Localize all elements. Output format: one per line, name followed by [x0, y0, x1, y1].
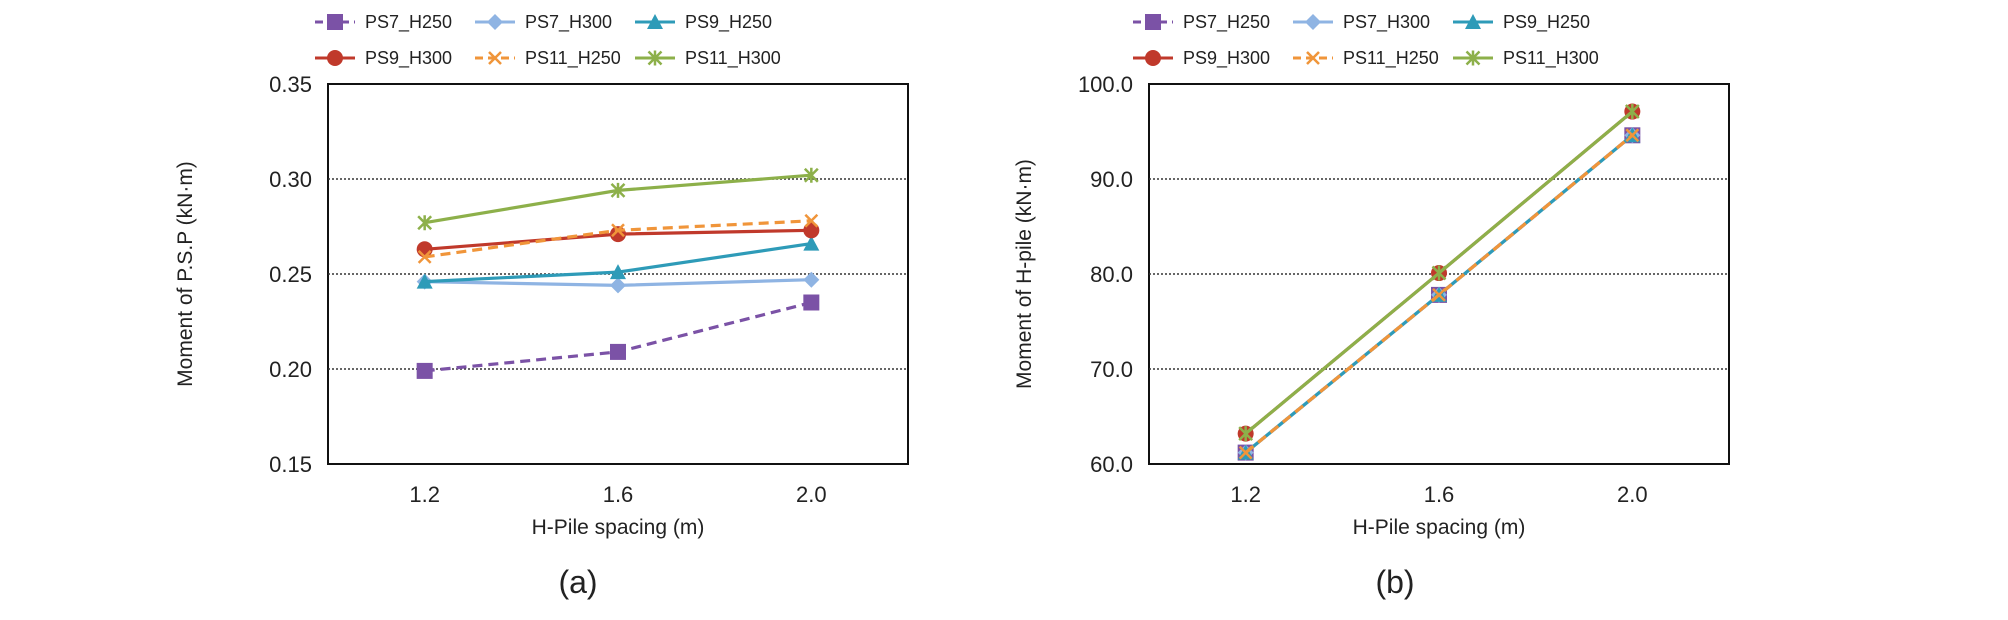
series-ps11-h250 — [417, 213, 819, 264]
y-axis-title: Moment of P.S.P (kN·m) — [174, 161, 197, 387]
data-point — [610, 182, 626, 198]
data-point — [803, 271, 820, 288]
series-ps7-h250 — [416, 294, 820, 379]
legend-marker — [488, 51, 502, 65]
data-point — [1238, 426, 1254, 442]
y-tick-label: 70.0 — [1090, 357, 1133, 382]
legend-marker — [327, 14, 343, 30]
legend-entry: PS7_H250 — [315, 12, 452, 33]
legend-marker — [487, 14, 503, 30]
y-tick-label: 0.20 — [269, 357, 312, 382]
legend: PS7_H250 PS7_H300 PS9_H250 PS9_H300 PS11_H25… — [315, 12, 781, 69]
legend-marker — [1306, 51, 1320, 65]
legend-entry: PS9_H250 — [1453, 12, 1590, 33]
x-tick-label: 1.6 — [1424, 482, 1455, 507]
x-tick-label: 1.2 — [409, 482, 440, 507]
data-point — [610, 277, 626, 294]
x-tick-label: 1.6 — [603, 482, 634, 507]
legend-label: PS7_H250 — [365, 12, 452, 33]
legend-label: PS11_H250 — [525, 48, 621, 69]
data-point — [1432, 288, 1446, 302]
x-tick-label: 2.0 — [796, 482, 827, 507]
legend: PS7_H250 PS7_H300 PS9_H250 PS9_H300 PS11_H25… — [1133, 12, 1599, 69]
legend-entry: PS9_H250 — [635, 12, 772, 33]
x-tick-label: 2.0 — [1617, 482, 1648, 507]
data-point — [610, 264, 626, 280]
data-point — [417, 215, 433, 231]
x-tick-label: 1.2 — [1230, 482, 1261, 507]
legend-label: PS7_H300 — [1343, 12, 1430, 33]
legend-marker — [1465, 50, 1481, 66]
y-tick-label: 0.15 — [269, 452, 312, 477]
legend-marker — [1145, 50, 1161, 66]
data-point — [416, 362, 433, 379]
legend-marker — [647, 14, 663, 29]
data-point — [1625, 128, 1640, 143]
data-point — [417, 250, 432, 264]
y-tick-label: 60.0 — [1090, 452, 1133, 477]
legend-entry: PS11_H300 — [1453, 48, 1599, 69]
y-tick-label: 90.0 — [1090, 167, 1133, 192]
y-tick-label: 0.30 — [269, 167, 312, 192]
x-axis-title: H-Pile spacing (m) — [532, 516, 705, 539]
y-tick-label: 80.0 — [1090, 262, 1133, 287]
legend-entry: PS7_H250 — [1133, 12, 1270, 33]
x-axis-title: H-Pile spacing (m) — [1353, 516, 1526, 539]
data-point — [803, 294, 820, 311]
y-tick-label: 0.35 — [269, 72, 312, 97]
data-point — [1238, 445, 1253, 460]
series-ps11-h300 — [1238, 104, 1640, 442]
panel-label: (b) — [1375, 564, 1414, 600]
chart-panel-b: 60.0 70.0 80.0 90.0 100.0 1.2 1.6 2.0 H-Pile spa… — [1013, 12, 1730, 600]
series-line — [424, 173, 812, 225]
legend-entry: PS9_H300 — [1133, 48, 1270, 69]
legend-label: PS9_H250 — [685, 12, 772, 33]
legend-marker — [1145, 14, 1161, 30]
chart-panel-a: 0.15 0.20 0.25 0.30 0.35 1.2 1.6 2.0 H-Pile spac… — [174, 12, 909, 600]
y-tick-label: 0.25 — [269, 262, 312, 287]
data-point — [610, 343, 626, 360]
series-ps9-h250 — [416, 235, 820, 289]
data-point — [803, 167, 819, 183]
legend-entry: PS11_H250 — [1293, 48, 1439, 69]
data-point — [1624, 104, 1640, 120]
data-point — [611, 223, 625, 238]
y-tick-label: 100.0 — [1078, 72, 1133, 97]
legend-entry: PS7_H300 — [475, 12, 612, 33]
legend-entry: PS11_H250 — [475, 48, 621, 69]
series-ps11-h300 — [417, 167, 819, 231]
legend-marker — [1465, 14, 1481, 29]
legend-label: PS11_H300 — [1503, 48, 1599, 69]
legend-label: PS9_H300 — [1183, 48, 1270, 69]
legend-label: PS9_H300 — [365, 48, 452, 69]
data-point — [416, 273, 433, 289]
legend-label: PS11_H250 — [1343, 48, 1439, 69]
legend-label: PS7_H250 — [1183, 12, 1270, 33]
legend-label: PS11_H300 — [685, 48, 781, 69]
data-point — [803, 235, 820, 251]
legend-label: PS9_H250 — [1503, 12, 1590, 33]
legend-entry: PS11_H300 — [635, 48, 781, 69]
data-point — [1431, 265, 1447, 281]
legend-entry: PS9_H300 — [315, 48, 452, 69]
series-ps11-h250 — [1238, 128, 1640, 460]
legend-marker — [1305, 14, 1321, 30]
y-axis-title: Moment of H-pile (kN·m) — [1013, 159, 1036, 389]
series-line — [424, 300, 812, 373]
legend-entry: PS7_H300 — [1293, 12, 1430, 33]
panel-label: (a) — [558, 564, 597, 600]
data-point — [804, 213, 819, 228]
legend-marker — [327, 50, 343, 66]
legend-marker — [647, 50, 663, 66]
legend-label: PS7_H300 — [525, 12, 612, 33]
